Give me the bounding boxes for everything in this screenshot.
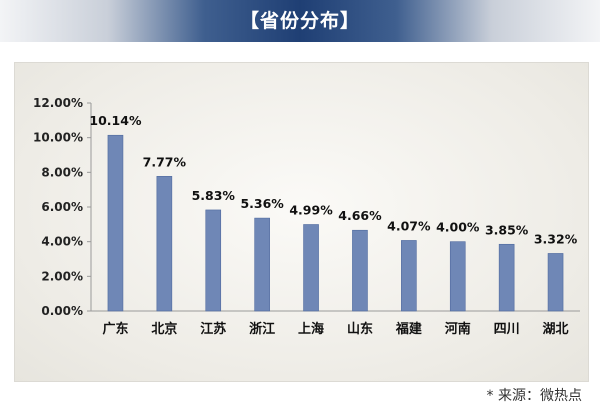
bar-浙江 <box>254 217 270 312</box>
y-tick-label: 2.00% <box>41 269 83 283</box>
data-label: 4.66% <box>338 208 382 223</box>
bar-湖北 <box>547 253 564 312</box>
bar-chart: 0.00% 2.00% 4.00% 6.00% 8.00% 10.00% 12.00% 10.… <box>33 96 580 337</box>
bar-上海 <box>303 224 319 312</box>
source-note: * 来源：微热点 <box>486 388 582 404</box>
x-tick-label: 浙江 <box>249 321 275 337</box>
data-label: 4.07% <box>387 218 431 233</box>
chart-panel: 0.00% 2.00% 4.00% 6.00% 8.00% 10.00% 12.00% 10.… <box>14 62 589 382</box>
x-tick-label: 江苏 <box>200 321 226 337</box>
x-tick-label: 河南 <box>445 321 471 337</box>
y-tick-label: 8.00% <box>41 165 83 179</box>
x-tick-label: 福建 <box>395 321 422 337</box>
data-label: 10.14% <box>89 113 142 128</box>
page-title: 【省份分布】 <box>239 10 360 32</box>
bar-福建 <box>401 240 417 312</box>
y-tick-label: 10.00% <box>33 131 83 145</box>
bar-江苏 <box>205 209 222 312</box>
x-tick-label: 山东 <box>347 321 373 337</box>
y-tick-label: 0.00% <box>41 304 83 318</box>
bar-山东 <box>352 229 368 312</box>
bar-广东 <box>107 134 124 312</box>
data-label: 4.00% <box>436 220 480 235</box>
data-label: 5.83% <box>192 188 236 203</box>
x-tick-label: 广东 <box>102 321 128 337</box>
data-label: 3.32% <box>534 231 578 246</box>
bar-河南 <box>449 241 466 312</box>
x-tick-label: 湖北 <box>543 322 569 337</box>
bar-北京 <box>156 176 173 312</box>
y-tick-label: 12.00% <box>33 96 83 110</box>
data-label: 5.36% <box>240 196 284 211</box>
header-band <box>0 0 600 42</box>
x-tick-label: 北京 <box>151 321 177 337</box>
data-label: 3.85% <box>485 222 529 237</box>
data-label: 4.99% <box>289 203 333 218</box>
y-tick-label: 4.00% <box>41 235 83 249</box>
y-tick-label: 6.00% <box>41 200 83 214</box>
x-tick-label: 上海 <box>298 321 324 337</box>
x-tick-label: 四川 <box>494 322 520 337</box>
bar-四川 <box>498 243 515 312</box>
data-label: 7.77% <box>143 154 187 169</box>
